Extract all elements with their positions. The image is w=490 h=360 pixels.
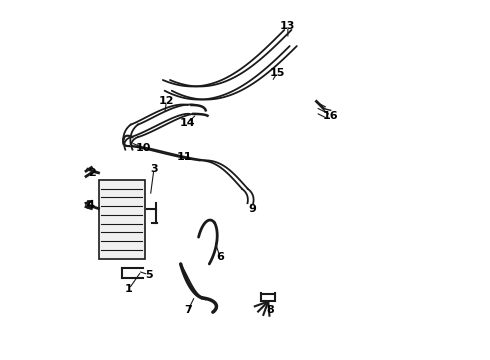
Text: 13: 13 <box>280 21 295 31</box>
Text: 15: 15 <box>270 68 285 78</box>
Text: 1: 1 <box>125 284 133 294</box>
Text: 5: 5 <box>145 270 152 280</box>
Text: 2: 2 <box>88 168 96 178</box>
Text: 12: 12 <box>159 96 174 107</box>
Text: 6: 6 <box>216 252 224 262</box>
Text: 16: 16 <box>323 111 339 121</box>
Text: 10: 10 <box>136 143 151 153</box>
Bar <box>98 180 145 258</box>
Text: 9: 9 <box>248 203 256 213</box>
Text: 4: 4 <box>87 200 95 210</box>
Text: 8: 8 <box>266 305 274 315</box>
Text: 11: 11 <box>176 152 192 162</box>
Text: 7: 7 <box>184 305 192 315</box>
Text: 14: 14 <box>180 118 196 128</box>
Text: 3: 3 <box>150 164 158 174</box>
